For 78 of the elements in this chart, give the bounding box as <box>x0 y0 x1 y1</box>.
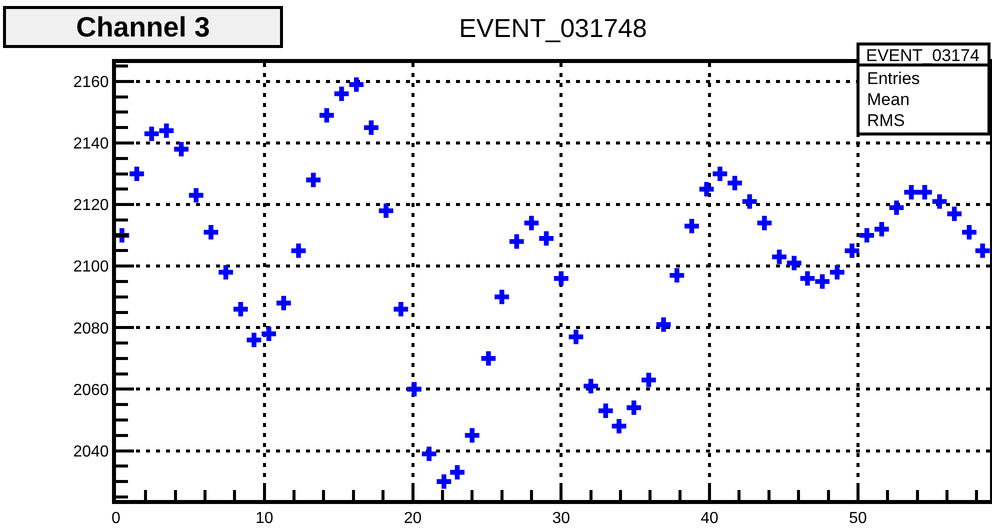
point <box>830 265 844 280</box>
x-tick-label: 10 <box>255 510 274 528</box>
point <box>568 330 584 344</box>
point <box>962 225 976 240</box>
y-tick-label: 2120 <box>73 197 109 214</box>
point <box>642 372 656 388</box>
point <box>598 404 613 418</box>
point <box>174 142 188 156</box>
point <box>670 268 684 283</box>
point <box>407 382 422 396</box>
point <box>494 290 510 304</box>
y-tick-label: 2060 <box>73 382 109 399</box>
point <box>378 204 394 218</box>
annotation: Entries <box>867 69 920 88</box>
point <box>422 446 436 462</box>
point <box>218 265 234 280</box>
point <box>450 465 464 480</box>
point <box>757 216 772 230</box>
point <box>394 302 408 316</box>
point <box>246 332 262 348</box>
y-tick-label: 2140 <box>73 136 109 153</box>
x-tick-label: 30 <box>552 510 570 528</box>
point <box>947 206 962 221</box>
y-tick-label: 2040 <box>73 443 109 460</box>
point <box>612 418 626 434</box>
point <box>233 302 248 316</box>
point <box>539 231 554 246</box>
annotation: EVENT_03174 <box>866 46 980 65</box>
point <box>291 244 306 258</box>
point <box>772 250 786 264</box>
point <box>554 271 568 286</box>
point <box>276 296 291 310</box>
point <box>464 428 480 443</box>
point <box>159 124 174 138</box>
point <box>188 188 204 203</box>
point <box>584 378 598 394</box>
point <box>815 274 830 289</box>
point <box>349 77 364 92</box>
point <box>656 317 671 332</box>
point <box>904 185 919 200</box>
point <box>684 218 699 234</box>
point <box>320 108 334 123</box>
point <box>334 86 349 101</box>
point <box>626 400 642 415</box>
point <box>436 474 452 489</box>
annotation: Mean <box>867 90 910 109</box>
point <box>800 271 815 286</box>
y-tick-label: 2160 <box>73 74 109 92</box>
x-tick-label: 20 <box>404 510 422 528</box>
annotation: RMS <box>867 111 905 130</box>
point <box>844 244 860 258</box>
text: Channel 3 <box>76 12 210 42</box>
point <box>364 120 378 135</box>
point <box>742 194 757 209</box>
point <box>874 222 889 236</box>
chart-title: EVENT_031748 <box>459 13 647 44</box>
point <box>728 176 742 190</box>
y-tick-label: 2100 <box>73 258 109 276</box>
point <box>918 185 932 200</box>
point <box>889 200 904 215</box>
point <box>524 216 539 230</box>
point <box>860 228 874 243</box>
point <box>204 225 218 240</box>
point <box>786 256 802 270</box>
point <box>699 182 714 196</box>
point <box>306 172 321 188</box>
point <box>932 194 947 209</box>
x-tick-label: 0 <box>112 510 121 528</box>
point <box>481 351 496 366</box>
point <box>144 126 159 141</box>
point <box>130 166 144 181</box>
x-tick-label: 40 <box>700 510 719 528</box>
x-tick-label: 50 <box>849 510 867 528</box>
point <box>509 234 524 249</box>
point <box>262 326 276 342</box>
point <box>712 166 728 181</box>
y-tick-label: 2080 <box>73 320 109 338</box>
point <box>975 244 990 258</box>
